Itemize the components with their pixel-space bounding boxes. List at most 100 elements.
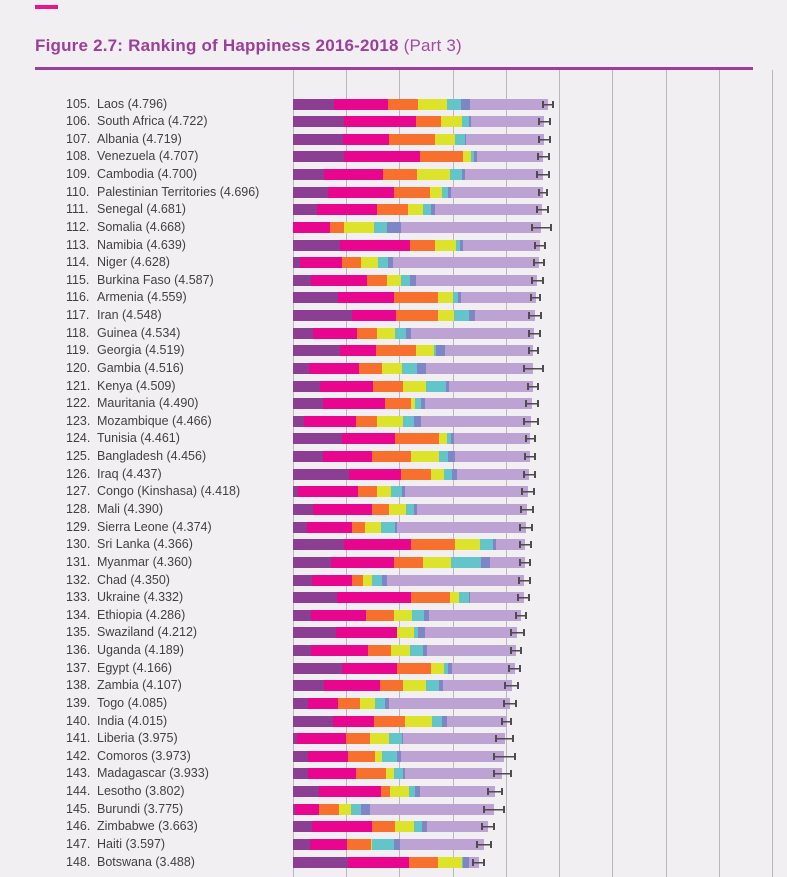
segment-perceptions-of-corruption (394, 521, 398, 533)
row-rank: 140. (66, 713, 91, 728)
row-rank: 135. (66, 625, 91, 640)
chart-row-burundi: 145. Burundi (3.775) (0, 801, 787, 819)
segment-gdp-per-capita (293, 662, 342, 674)
stacked-bar (293, 151, 544, 163)
segment-healthy-life-expectancy (347, 750, 375, 762)
error-bar (528, 312, 542, 320)
chart-row-sierra-leone: 129. Sierra Leone (4.374) (0, 519, 787, 537)
chart-row-iran: 117. Iran (4.548) (0, 307, 787, 325)
chart-row-comoros: 142. Comoros (3.973) (0, 748, 787, 766)
segment-gdp-per-capita (293, 274, 311, 286)
segment-healthy-life-expectancy (409, 856, 438, 868)
segment-perceptions-of-corruption (409, 274, 416, 286)
stacked-bar (293, 609, 522, 621)
segment-dystopia-residual (415, 274, 538, 286)
chart-row-mali: 128. Mali (4.390) (0, 501, 787, 519)
chart-row-haiti: 147. Haiti (3.597) (0, 836, 787, 854)
segment-freedom-to-make-life-choices (435, 239, 457, 251)
chart-row-georgia: 119. Georgia (4.519) (0, 342, 787, 360)
segment-healthy-life-expectancy (415, 116, 441, 128)
segment-dystopia-residual (426, 821, 488, 833)
segment-freedom-to-make-life-choices (382, 362, 403, 374)
segment-healthy-life-expectancy (381, 786, 391, 798)
stacked-bar (293, 521, 526, 533)
segment-perceptions-of-corruption (423, 609, 429, 621)
segment-healthy-life-expectancy (366, 274, 388, 286)
segment-dystopia-residual (416, 503, 527, 515)
row-rank: 132. (66, 572, 91, 587)
segment-perceptions-of-corruption (413, 415, 422, 427)
segment-healthy-life-expectancy (373, 715, 406, 727)
segment-dystopia-residual (425, 362, 534, 374)
row-country-score-label: Bangladesh (4.456) (97, 449, 207, 464)
segment-dystopia-residual (428, 609, 522, 621)
segment-perceptions-of-corruption (422, 821, 427, 833)
row-rank: 122. (66, 396, 91, 411)
row-country-score-label: Swaziland (4.212) (97, 625, 198, 640)
segment-generosity (393, 768, 403, 780)
segment-social-support (340, 345, 376, 357)
error-bar (522, 364, 544, 372)
error-bar (472, 858, 486, 866)
segment-gdp-per-capita (293, 310, 352, 322)
row-rank: 139. (66, 695, 91, 710)
segment-gdp-per-capita (293, 786, 320, 798)
segment-social-support (298, 486, 358, 498)
segment-perceptions-of-corruption (416, 362, 426, 374)
stacked-bar (293, 539, 526, 551)
segment-generosity (381, 521, 395, 533)
segment-social-support (327, 186, 395, 198)
segment-generosity (480, 539, 494, 551)
segment-generosity (389, 733, 402, 745)
segment-generosity (377, 257, 388, 269)
segment-gdp-per-capita (293, 151, 345, 163)
row-country-score-label: Uganda (4.189) (97, 643, 184, 658)
error-bar (524, 453, 536, 461)
chart-row-sri-lanka: 130. Sri Lanka (4.366) (0, 536, 787, 554)
segment-generosity (375, 697, 385, 709)
segment-freedom-to-make-life-choices (423, 556, 452, 568)
chart-row-zambia: 138. Zambia (4.107) (0, 677, 787, 695)
segment-generosity (455, 133, 465, 145)
segment-social-support (336, 627, 398, 639)
error-bar (509, 647, 523, 655)
segment-freedom-to-make-life-choices (462, 151, 472, 163)
segment-generosity (442, 186, 448, 198)
segment-perceptions-of-corruption (394, 838, 401, 850)
segment-healthy-life-expectancy (341, 257, 361, 269)
segment-freedom-to-make-life-choices (374, 750, 383, 762)
segment-dystopia-residual (456, 468, 530, 480)
segment-dystopia-residual (466, 133, 545, 145)
segment-gdp-per-capita (293, 380, 321, 392)
row-rank: 107. (66, 131, 91, 146)
segment-gdp-per-capita (293, 521, 308, 533)
stacked-bar (293, 733, 505, 745)
row-country-score-label: Gambia (4.516) (97, 360, 184, 375)
segment-dystopia-residual (421, 415, 531, 427)
segment-freedom-to-make-life-choices (430, 186, 443, 198)
row-rank: 125. (66, 449, 91, 464)
chart-row-mauritania: 122. Mauritania (4.490) (0, 395, 787, 413)
segment-healthy-life-expectancy (352, 521, 365, 533)
segment-social-support (322, 451, 373, 463)
segment-gdp-per-capita (293, 186, 328, 198)
segment-freedom-to-make-life-choices (438, 433, 448, 445)
chart-row-myanmar: 131. Myanmar (4.360) (0, 554, 787, 572)
segment-perceptions-of-corruption (436, 345, 445, 357)
segment-healthy-life-expectancy (372, 380, 404, 392)
segment-perceptions-of-corruption (414, 786, 420, 798)
segment-perceptions-of-corruption (461, 98, 470, 110)
row-country-score-label: Myanmar (4.360) (97, 554, 193, 569)
figure-title: Figure 2.7: Ranking of Happiness 2016-20… (35, 36, 462, 56)
chart-row-palestinian-territories: 110. Palestinian Territories (4.696) (0, 184, 787, 202)
segment-social-support (307, 750, 348, 762)
stacked-bar (293, 486, 529, 498)
segment-social-support (330, 556, 394, 568)
stacked-bar (293, 362, 534, 374)
segment-gdp-per-capita (293, 697, 308, 709)
chart-row-niger: 114. Niger (4.628) (0, 254, 787, 272)
segment-generosity (447, 433, 451, 445)
chart-row-india: 140. India (4.015) (0, 713, 787, 731)
segment-social-support (343, 539, 411, 551)
segment-freedom-to-make-life-choices (417, 169, 450, 181)
